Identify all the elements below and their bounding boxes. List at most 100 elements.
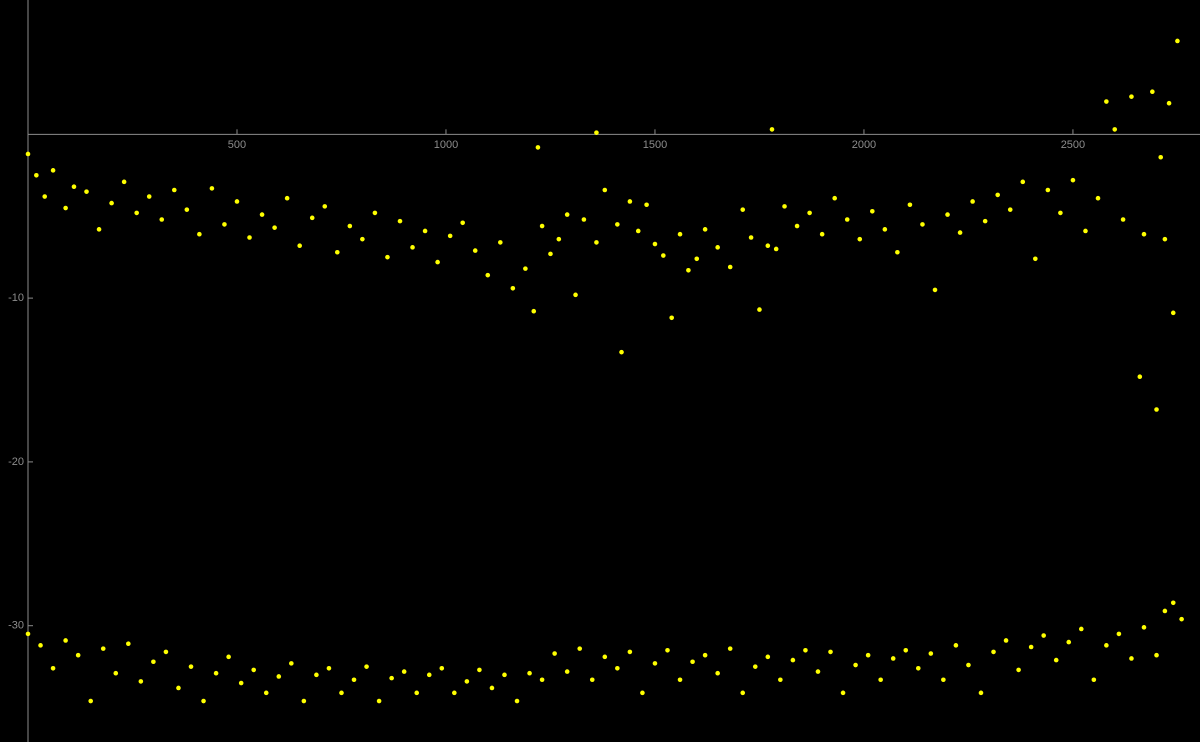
point bbox=[531, 308, 537, 314]
point bbox=[1129, 656, 1134, 661]
point bbox=[1170, 600, 1176, 606]
point bbox=[50, 168, 56, 173]
point bbox=[978, 690, 984, 696]
point bbox=[339, 690, 344, 696]
point bbox=[263, 690, 269, 696]
point bbox=[548, 251, 553, 257]
point bbox=[414, 690, 420, 696]
point bbox=[970, 199, 975, 204]
point bbox=[870, 208, 875, 214]
point bbox=[564, 212, 570, 217]
point bbox=[184, 207, 190, 212]
point bbox=[1104, 99, 1109, 104]
point bbox=[1162, 236, 1168, 242]
point bbox=[715, 245, 720, 250]
point bbox=[510, 285, 516, 291]
point bbox=[1141, 625, 1147, 630]
point bbox=[477, 667, 482, 673]
point bbox=[360, 236, 365, 242]
point bbox=[489, 685, 495, 691]
point bbox=[715, 670, 720, 676]
point bbox=[991, 649, 996, 655]
point bbox=[740, 690, 746, 696]
point bbox=[426, 672, 432, 678]
point bbox=[690, 659, 695, 665]
point bbox=[594, 240, 599, 245]
point bbox=[197, 231, 202, 237]
point bbox=[25, 151, 31, 157]
point bbox=[347, 223, 353, 229]
point bbox=[126, 641, 131, 647]
point bbox=[422, 228, 428, 234]
point bbox=[527, 670, 532, 676]
point bbox=[460, 220, 465, 226]
point bbox=[702, 652, 708, 658]
point bbox=[259, 212, 265, 217]
x-tick-label: 2500 bbox=[1061, 139, 1085, 151]
point bbox=[301, 698, 307, 704]
point bbox=[188, 664, 194, 669]
point bbox=[635, 228, 641, 234]
point bbox=[686, 267, 691, 273]
point bbox=[844, 217, 850, 222]
x-tick-label: 2000 bbox=[852, 139, 876, 151]
point bbox=[1104, 643, 1109, 648]
point bbox=[96, 227, 102, 232]
point bbox=[748, 235, 754, 240]
x-tick-label: 500 bbox=[228, 139, 246, 151]
point bbox=[857, 236, 863, 242]
point bbox=[769, 127, 775, 132]
point bbox=[213, 670, 219, 676]
point bbox=[134, 210, 139, 216]
point bbox=[397, 218, 403, 224]
point bbox=[151, 659, 156, 665]
point bbox=[1162, 608, 1168, 614]
point bbox=[38, 643, 43, 648]
point bbox=[364, 664, 369, 669]
point bbox=[472, 248, 478, 253]
point bbox=[1170, 310, 1176, 316]
point bbox=[523, 266, 528, 271]
point bbox=[297, 243, 302, 248]
point bbox=[1175, 38, 1180, 44]
point bbox=[284, 195, 290, 201]
point bbox=[1095, 195, 1101, 201]
point bbox=[376, 698, 382, 704]
point bbox=[740, 207, 746, 212]
point bbox=[452, 690, 457, 696]
x-tick-label: 1500 bbox=[643, 139, 667, 151]
point bbox=[895, 249, 900, 255]
point bbox=[201, 698, 206, 704]
point bbox=[773, 246, 779, 252]
point bbox=[794, 223, 800, 229]
point bbox=[251, 667, 257, 673]
point bbox=[163, 649, 169, 655]
point bbox=[903, 647, 909, 653]
point bbox=[669, 315, 674, 321]
point bbox=[581, 217, 587, 222]
point bbox=[222, 222, 227, 227]
point bbox=[727, 646, 733, 651]
point bbox=[146, 194, 152, 199]
point bbox=[42, 194, 48, 199]
point bbox=[63, 638, 68, 643]
point bbox=[694, 256, 700, 262]
point bbox=[589, 677, 595, 683]
point bbox=[25, 631, 31, 637]
point bbox=[1091, 677, 1097, 683]
point bbox=[832, 195, 837, 201]
point bbox=[1058, 210, 1063, 216]
point bbox=[247, 235, 252, 240]
point bbox=[1003, 638, 1009, 643]
point bbox=[661, 253, 666, 258]
point bbox=[677, 677, 683, 683]
point bbox=[957, 230, 963, 235]
point bbox=[928, 651, 934, 656]
point bbox=[502, 672, 507, 678]
point bbox=[619, 349, 624, 355]
point bbox=[890, 656, 896, 661]
point bbox=[1158, 154, 1164, 160]
point bbox=[803, 647, 808, 653]
point bbox=[322, 204, 328, 209]
